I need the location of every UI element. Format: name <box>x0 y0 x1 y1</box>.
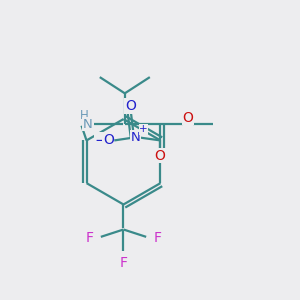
Text: −: − <box>94 133 107 148</box>
Text: +: + <box>139 124 148 134</box>
Text: O: O <box>125 99 136 113</box>
Text: O: O <box>103 134 114 147</box>
Text: O: O <box>155 149 166 163</box>
Text: F: F <box>119 256 128 270</box>
Text: N: N <box>82 118 92 131</box>
Text: F: F <box>153 231 161 245</box>
Text: N: N <box>130 131 140 144</box>
Text: F: F <box>85 231 94 245</box>
Text: H: H <box>80 110 89 122</box>
Text: O: O <box>183 111 194 125</box>
